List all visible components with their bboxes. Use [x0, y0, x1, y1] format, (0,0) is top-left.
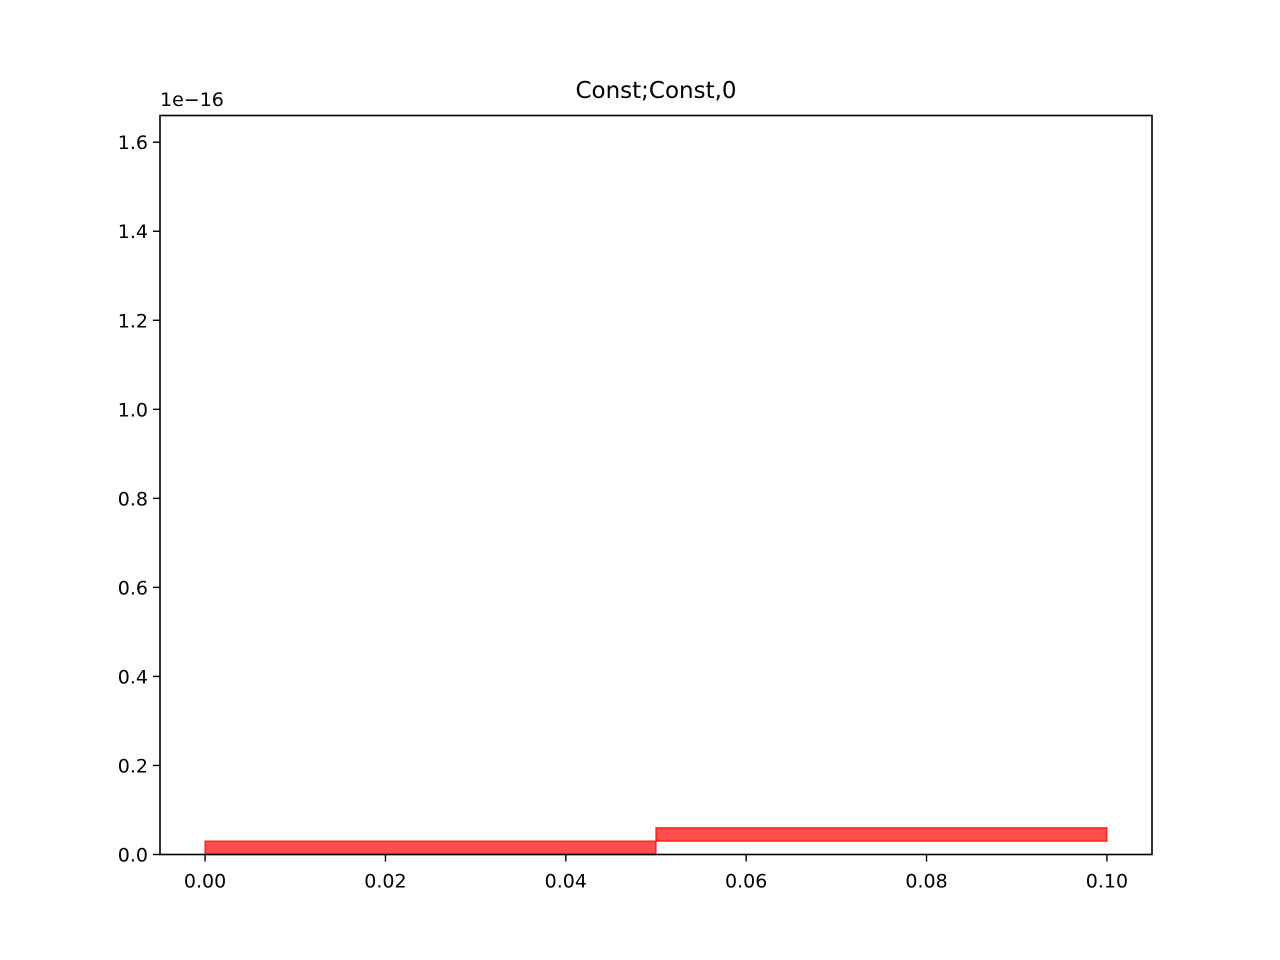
- x-tick-label-0: 0.00: [184, 871, 226, 893]
- bar-0: [204, 840, 657, 856]
- y-tick-label-3: 0.6: [118, 577, 148, 599]
- y-ticks-layer: 0.0 0.2 0.4 0.6 0.8 1.0 1.2 1.4 1.6: [118, 132, 160, 867]
- y-tick-label-2: 0.4: [118, 666, 148, 688]
- y-tick-label-4: 0.8: [118, 488, 148, 510]
- y-tick-label-0: 0.0: [118, 845, 148, 867]
- y-tick-label-1: 0.2: [118, 755, 148, 777]
- plot-frame: [159, 114, 1153, 856]
- x-tick-label-5: 0.10: [1086, 871, 1128, 893]
- x-tick-label-4: 0.08: [905, 871, 947, 893]
- y-tick-label-7: 1.4: [118, 221, 148, 243]
- bars-layer: [204, 827, 1108, 856]
- x-tick-label-1: 0.02: [364, 871, 406, 893]
- y-tick-label-6: 1.2: [118, 310, 148, 332]
- y-tick-label-5: 1.0: [118, 399, 148, 421]
- y-axis-offset-label: 1e−16: [160, 89, 224, 111]
- bar-1: [655, 827, 1108, 842]
- x-ticks-layer: 0.00 0.02 0.04 0.06 0.08 0.10: [184, 854, 1128, 893]
- chart-title: Const;Const,0: [575, 78, 736, 104]
- y-tick-label-8: 1.6: [118, 132, 148, 154]
- x-tick-label-2: 0.04: [545, 871, 587, 893]
- x-tick-label-3: 0.06: [725, 871, 767, 893]
